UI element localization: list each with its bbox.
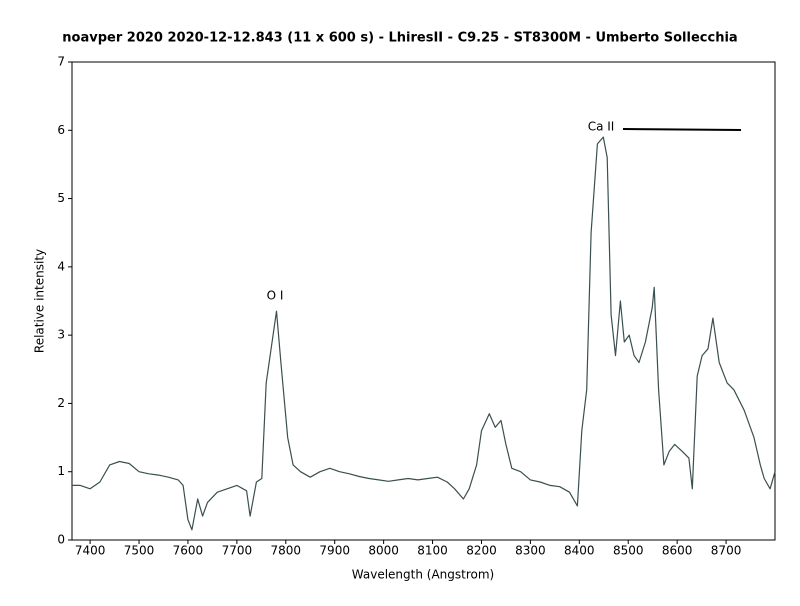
x-tick-label: 7600 <box>173 544 204 558</box>
y-tick-label: 0 <box>57 533 65 547</box>
x-tick-label: 8400 <box>564 544 595 558</box>
annotation: O I <box>267 289 284 303</box>
x-tick-label: 8500 <box>613 544 644 558</box>
x-tick-label: 8600 <box>662 544 693 558</box>
x-tick-label: 7500 <box>124 544 155 558</box>
y-tick-label: 1 <box>57 464 65 478</box>
x-tick-label: 8000 <box>368 544 399 558</box>
x-tick-label: 7900 <box>319 544 350 558</box>
x-tick-label: 8100 <box>417 544 448 558</box>
y-tick-label: 2 <box>57 396 65 410</box>
plot-frame <box>71 61 776 541</box>
y-tick-label: 3 <box>57 328 65 342</box>
x-tick-label: 8300 <box>515 544 546 558</box>
x-tick-label: 8700 <box>711 544 742 558</box>
chart-title: noavper 2020 2020-12-12.843 (11 x 600 s)… <box>62 31 737 46</box>
y-tick-label: 4 <box>57 259 65 273</box>
x-tick-label: 8200 <box>466 544 497 558</box>
spectrum-line <box>72 136 776 531</box>
x-axis-label: Wavelength (Angstrom) <box>352 568 494 582</box>
y-tick-label: 6 <box>57 123 65 137</box>
y-tick-label: 7 <box>57 55 65 69</box>
annotation-bar <box>622 128 742 131</box>
annotation: Ca II <box>588 120 615 134</box>
x-tick-label: 7700 <box>222 544 253 558</box>
y-axis-label: Relative intensity <box>33 249 47 353</box>
y-tick-label: 5 <box>57 191 65 205</box>
x-tick-label: 7800 <box>271 544 302 558</box>
x-tick-label: 7400 <box>75 544 106 558</box>
